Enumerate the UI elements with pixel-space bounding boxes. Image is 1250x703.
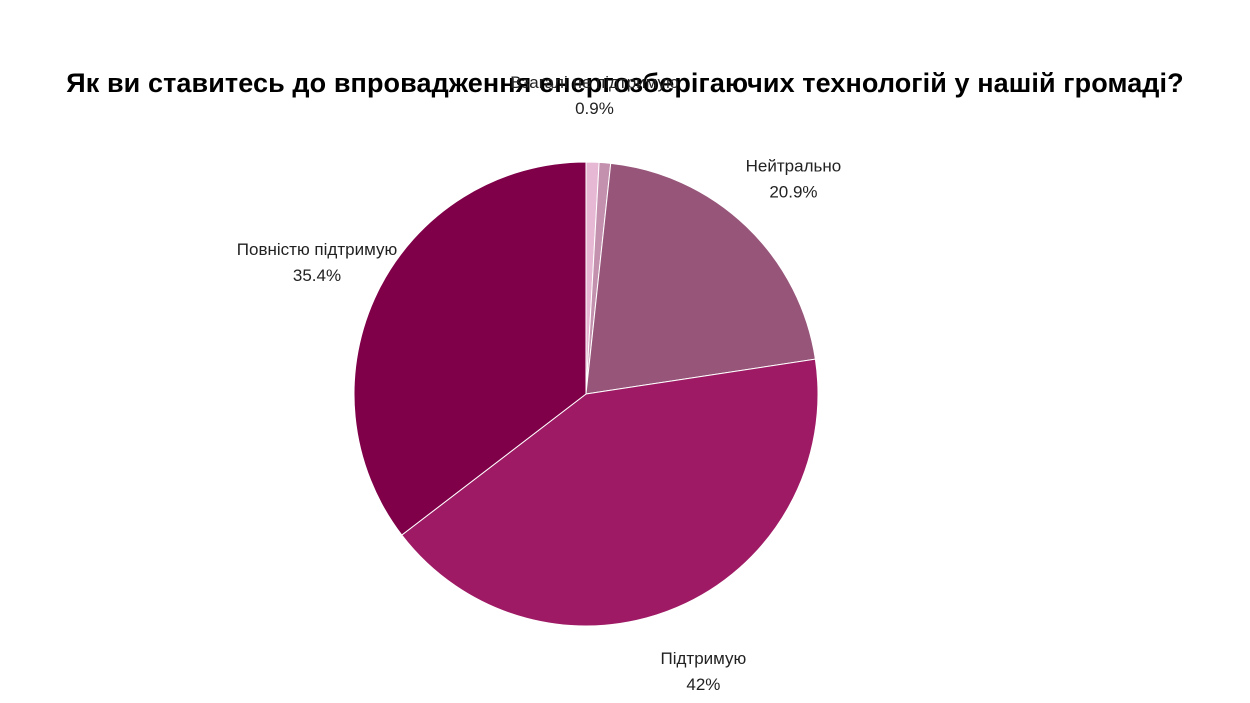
slice-value-label-4: 35.4%: [293, 266, 341, 285]
pie-slice-3: [401, 358, 819, 627]
slice-value-label-3: 42%: [686, 675, 720, 694]
slice-label-0: Взагалі не підтримую: [510, 73, 679, 92]
pie-slices: [353, 161, 819, 627]
slice-label-2: Нейтрально: [746, 156, 842, 175]
pie-slice-2: [585, 162, 816, 395]
slice-value-label-0: 0.9%: [575, 99, 614, 118]
slice-label-4: Повністю підтримую: [237, 240, 398, 259]
chart-title: Як ви ставитесь до впровадження енергозб…: [66, 68, 1184, 98]
slice-value-label-2: 20.9%: [769, 182, 817, 201]
slice-label-3: Підтримую: [661, 649, 747, 668]
pie-labels: Взагалі не підтримую 0.9% Нейтрально 20.9% П…: [237, 73, 841, 694]
pie-slice-4: [353, 161, 587, 536]
